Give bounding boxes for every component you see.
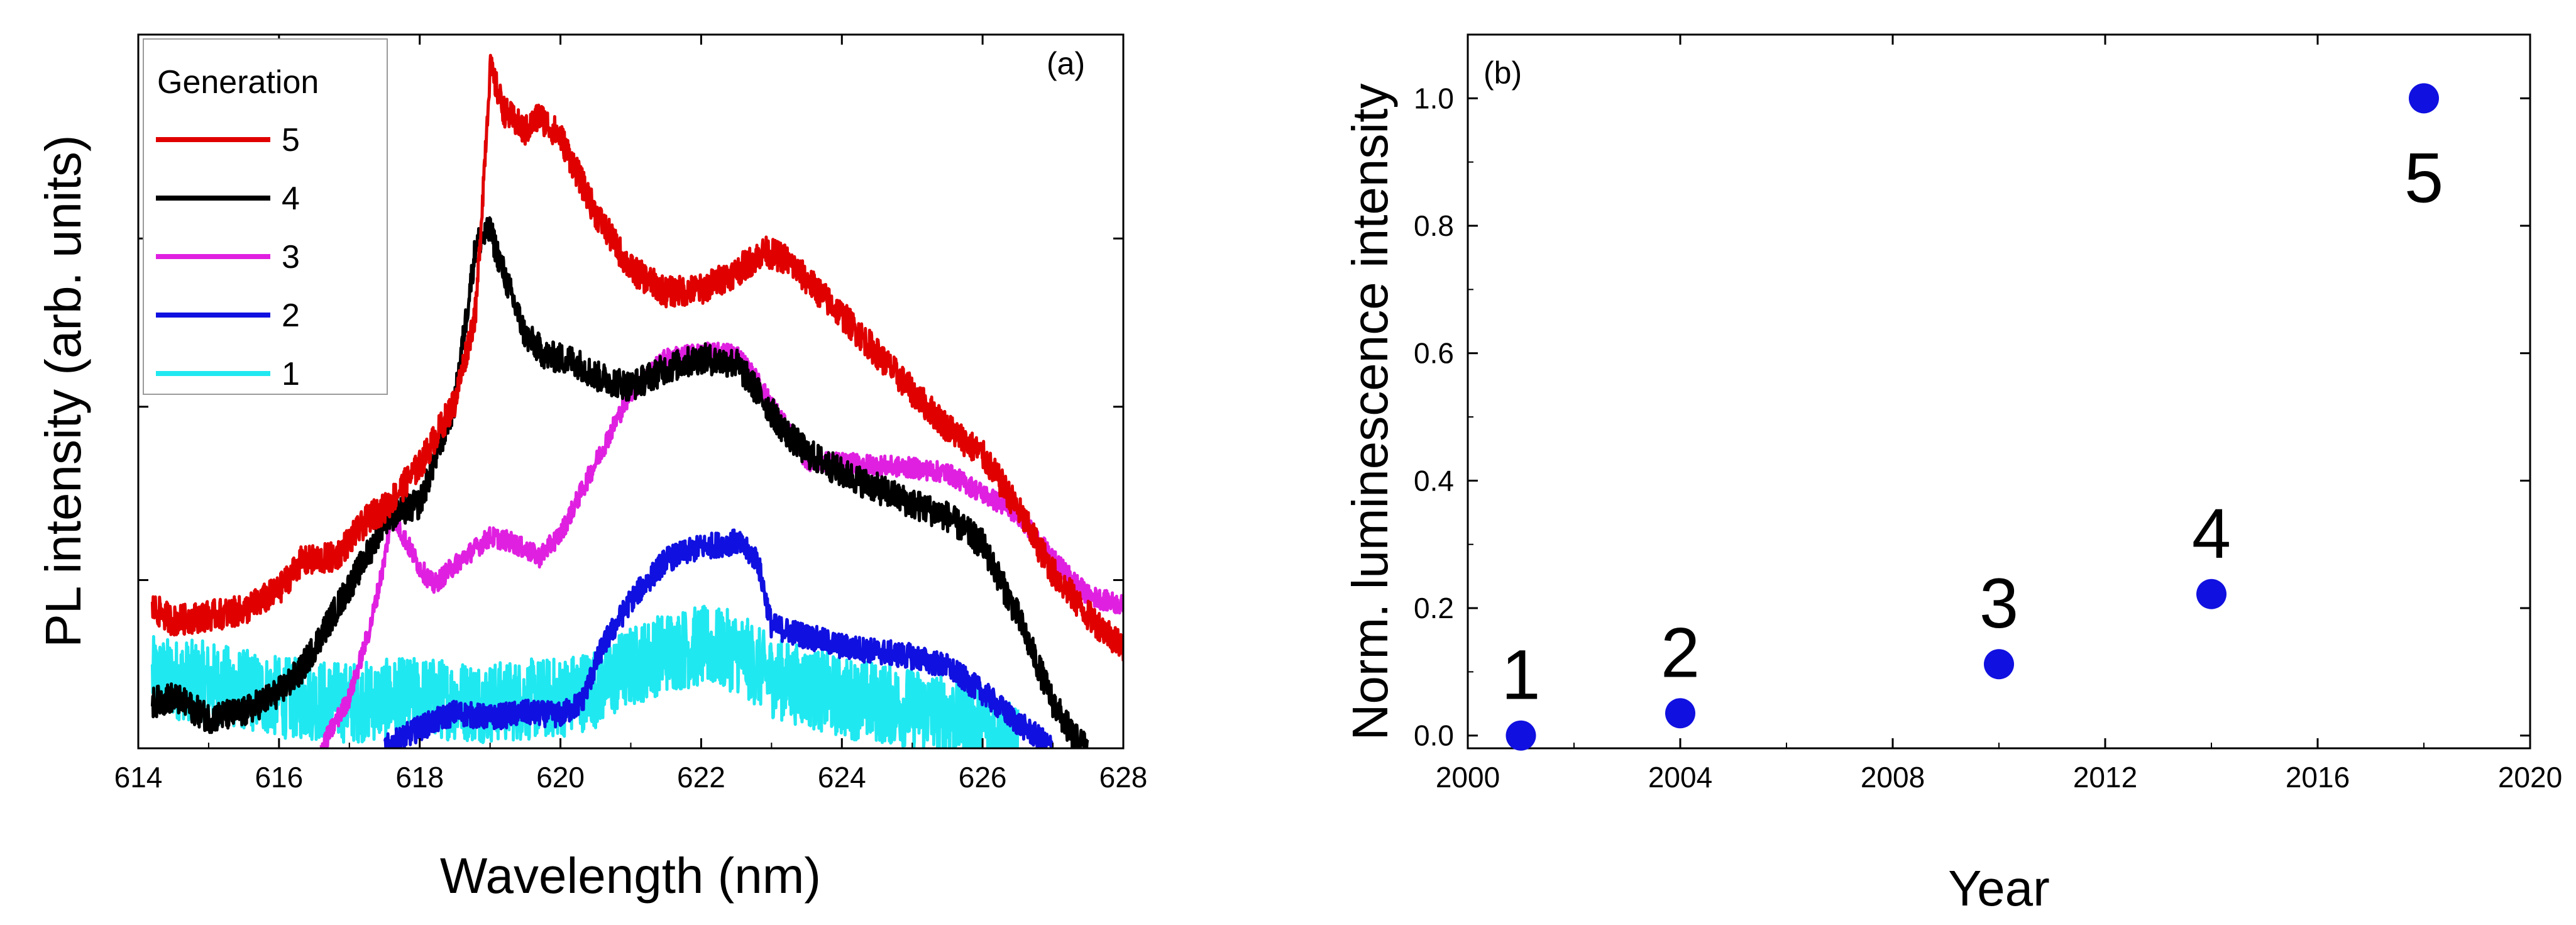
data-points: 1 2 3 4 5 bbox=[1501, 83, 2443, 751]
legend-label-gen-2: 2 bbox=[282, 297, 300, 334]
series-line-gen-1 bbox=[150, 604, 1020, 748]
x-tick-label: 618 bbox=[395, 761, 444, 794]
legend-items: 5 4 3 2 1 bbox=[156, 122, 300, 392]
x-tick-label: 2016 bbox=[2286, 761, 2350, 794]
y-tick-label: 0.4 bbox=[1414, 464, 1454, 497]
panel-b-luminescence-vs-year: 2000 2004 2008 2012 2016 2020 0.0 0.2 0.4 0.6 0.8… bbox=[1342, 33, 2562, 916]
y-tick-label: 0.2 bbox=[1414, 592, 1454, 624]
point-label-gen-3: 3 bbox=[1979, 564, 2018, 643]
y-axis-title: Norm. luminescence intensity bbox=[1342, 84, 1398, 741]
x-axis: 614 616 618 620 622 624 626 628 bbox=[114, 35, 1148, 794]
x-tick-label: 2020 bbox=[2498, 761, 2562, 794]
point-label-gen-1: 1 bbox=[1501, 636, 1540, 714]
y-tick-label: 0.6 bbox=[1414, 337, 1454, 370]
panel-tag: (b) bbox=[1483, 55, 1522, 91]
x-tick-label: 2004 bbox=[1648, 761, 1712, 794]
x-tick-label: 626 bbox=[959, 761, 1007, 794]
x-tick-label: 624 bbox=[818, 761, 866, 794]
y-tick-label: 1.0 bbox=[1414, 82, 1454, 114]
point-label-gen-2: 2 bbox=[1661, 613, 1700, 692]
legend-box bbox=[143, 38, 388, 395]
x-tick-label: 628 bbox=[1099, 761, 1148, 794]
series-line-gen-5 bbox=[150, 53, 1123, 662]
panel-a-pl-spectra: 614 616 618 620 622 624 626 628 (a) Wavelength … bbox=[35, 33, 1148, 904]
legend-label-gen-3: 3 bbox=[282, 239, 300, 275]
panel-tag: (a) bbox=[1047, 46, 1085, 81]
x-axis-title: Year bbox=[1948, 860, 2050, 916]
y-tick-label: 0.0 bbox=[1414, 719, 1454, 752]
x-tick-label: 614 bbox=[114, 761, 163, 794]
y-tick-label: 0.8 bbox=[1414, 209, 1454, 242]
y-axis: 0.0 0.2 0.4 0.6 0.8 1.0 bbox=[1414, 82, 2530, 752]
point-label-gen-5: 5 bbox=[2404, 138, 2443, 217]
x-axis: 2000 2004 2008 2012 2016 2020 bbox=[1436, 35, 2562, 794]
x-tick-label: 2008 bbox=[1861, 761, 1925, 794]
x-tick-label: 2000 bbox=[1436, 761, 1500, 794]
data-point-gen-2 bbox=[1665, 698, 1695, 729]
data-point-gen-4 bbox=[2196, 579, 2226, 609]
x-axis-title: Wavelength (nm) bbox=[440, 848, 821, 904]
x-tick-label: 622 bbox=[677, 761, 725, 794]
point-label-gen-4: 4 bbox=[2192, 494, 2231, 573]
series-group bbox=[150, 53, 1123, 748]
data-point-gen-3 bbox=[1984, 649, 2014, 680]
legend-label-gen-5: 5 bbox=[282, 122, 300, 158]
legend-title: Generation bbox=[157, 64, 319, 101]
x-tick-label: 616 bbox=[255, 761, 303, 794]
x-tick-label: 2012 bbox=[2073, 761, 2137, 794]
series-line-gen-2 bbox=[383, 528, 1054, 748]
data-point-gen-1 bbox=[1505, 720, 1536, 751]
y-axis-title: PL intensity (arb. units) bbox=[35, 135, 91, 647]
x-tick-label: 620 bbox=[536, 761, 585, 794]
legend: Generation 5 4 3 2 1 bbox=[143, 38, 388, 395]
legend-label-gen-4: 4 bbox=[282, 180, 300, 217]
data-point-gen-5 bbox=[2409, 83, 2439, 114]
series-line-gen-4 bbox=[150, 216, 1089, 748]
legend-label-gen-1: 1 bbox=[282, 356, 300, 392]
